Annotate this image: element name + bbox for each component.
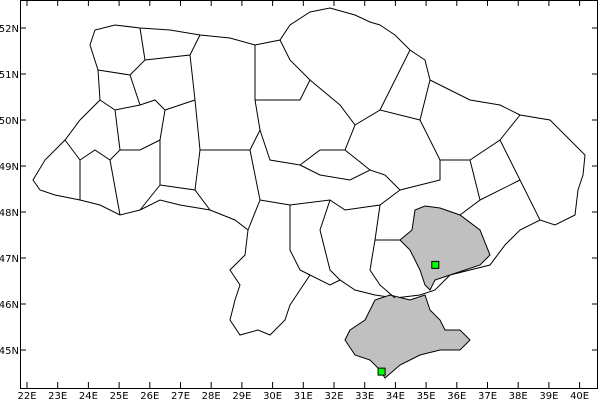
- location-marker[interactable]: [377, 367, 386, 376]
- x-tick-label: 33E: [355, 391, 374, 400]
- y-tick-label: 45N: [0, 346, 19, 357]
- x-tick-label: 24E: [79, 391, 98, 400]
- y-tick-label: 51N: [0, 70, 19, 81]
- y-tick-label: 47N: [0, 254, 19, 265]
- region-crimea: [344, 294, 471, 379]
- oblast-boundaries: [64, 27, 541, 299]
- x-tick-label: 36E: [447, 391, 466, 400]
- x-tick-label: 25E: [110, 391, 129, 400]
- x-tick-label: 23E: [48, 391, 67, 400]
- map-frame: [20, 0, 598, 389]
- x-tick-label: 34E: [386, 391, 405, 400]
- x-tick-label: 29E: [232, 391, 251, 400]
- x-tick-label: 40E: [570, 391, 589, 400]
- x-tick-label: 31E: [294, 391, 313, 400]
- x-tick-label: 37E: [478, 391, 497, 400]
- region-zaporizhzhia: [399, 205, 491, 291]
- x-tick-label: 35E: [417, 391, 436, 400]
- y-tick-label: 50N: [0, 116, 19, 127]
- x-tick-label: 38E: [509, 391, 528, 400]
- x-tick-label: 26E: [140, 391, 159, 400]
- x-tick-label: 28E: [202, 391, 221, 400]
- ukraine-outline: [32, 7, 586, 336]
- y-tick-label: 46N: [0, 300, 19, 311]
- y-tick-label: 49N: [0, 162, 19, 173]
- location-marker[interactable]: [431, 260, 440, 269]
- y-tick-label: 52N: [0, 24, 19, 35]
- x-tick-label: 27E: [171, 391, 190, 400]
- y-tick-label: 48N: [0, 208, 19, 219]
- x-tick-label: 32E: [324, 391, 343, 400]
- x-tick-label: 30E: [263, 391, 282, 400]
- x-tick-label: 22E: [17, 391, 36, 400]
- x-tick-label: 39E: [539, 391, 558, 400]
